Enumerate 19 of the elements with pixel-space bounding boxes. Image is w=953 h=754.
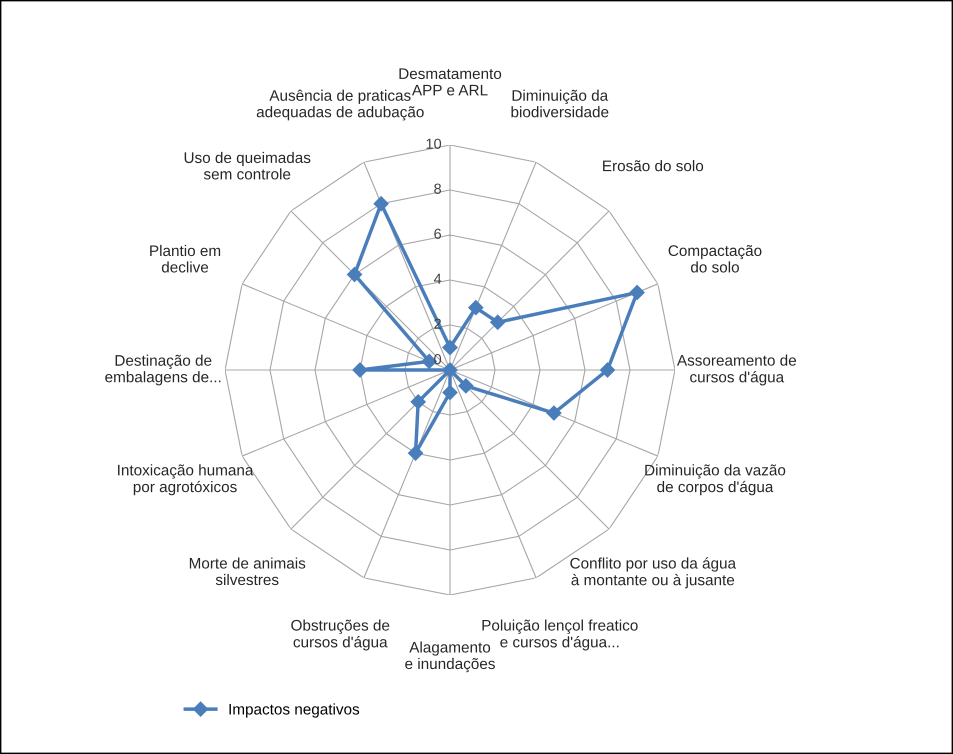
- spoke-label: Obstruções de cursos d'água: [291, 619, 390, 650]
- spoke-label: Uso de queimadas sem controle: [184, 152, 310, 180]
- y-tick-label: 8: [434, 184, 442, 194]
- y-tick-label: 4: [434, 274, 442, 284]
- legend-label: Impactos negativos: [229, 703, 360, 718]
- spoke-label: Conflito por uso da água à montante ou à jusante: [570, 557, 736, 588]
- spoke-label: Intoxicação humana por agrotóxicos: [118, 464, 254, 496]
- spoke-label: Alagamento e inundações: [405, 641, 495, 672]
- spoke-label: Plantio em declive: [150, 244, 220, 273]
- y-tick-label: 0: [434, 354, 442, 364]
- spoke-label: Assoreamento de cursos d'água: [676, 354, 796, 386]
- spoke-label: Diminuição da vazão de corpos d'água: [645, 464, 786, 496]
- spoke-label: Compactação do solo: [668, 244, 762, 273]
- y-tick-label: 10: [426, 138, 442, 149]
- spoke-label: Morte de animais silvestres: [190, 557, 306, 586]
- y-tick-label: 6: [434, 228, 442, 239]
- spoke-label: Destinação de embalagens de...: [105, 354, 220, 386]
- spoke-label: Diminuição da biodiversidade: [511, 90, 608, 118]
- spoke-label: Erosão do solo: [603, 160, 704, 172]
